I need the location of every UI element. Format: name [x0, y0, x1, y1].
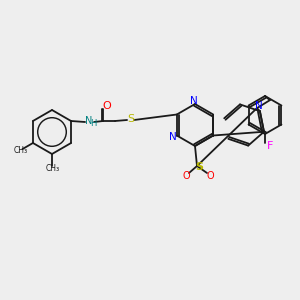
Text: N: N — [255, 101, 263, 111]
Text: O: O — [182, 171, 190, 181]
Text: N: N — [190, 96, 198, 106]
Text: F: F — [267, 141, 273, 151]
Text: N: N — [169, 133, 177, 142]
Text: O: O — [206, 171, 214, 181]
Text: CH₃: CH₃ — [46, 164, 60, 172]
Text: S: S — [128, 114, 135, 124]
Text: H: H — [90, 119, 96, 128]
Text: O: O — [103, 101, 111, 111]
Text: CH₃: CH₃ — [14, 146, 28, 154]
Text: S: S — [195, 162, 203, 172]
Text: N: N — [85, 116, 93, 126]
